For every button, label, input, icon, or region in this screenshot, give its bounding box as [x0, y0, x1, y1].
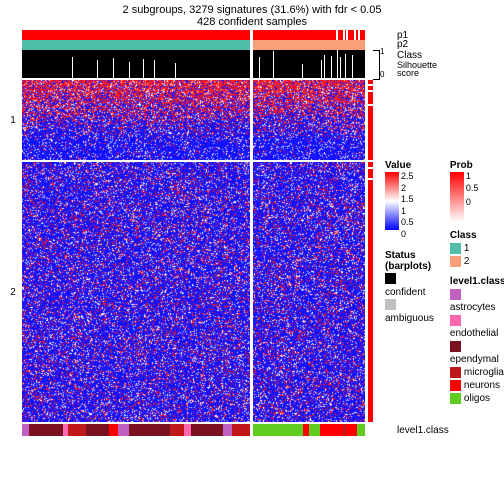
side-strip-g1	[368, 80, 373, 160]
p1-bar-group1	[22, 30, 250, 40]
heatmap-g1-col1	[22, 80, 250, 160]
legend-swatch	[450, 341, 461, 352]
title-line-1: 2 subgroups, 3279 signatures (31.6%) wit…	[4, 4, 500, 16]
legend-swatch	[450, 393, 461, 404]
prob-colorbar	[450, 172, 464, 222]
legend-swatch	[450, 380, 461, 391]
level1-anno-col2	[253, 424, 365, 436]
p2-bar-group2	[253, 40, 365, 50]
class-legend: Class 12	[450, 230, 504, 268]
level1-anno-col1	[22, 424, 250, 436]
class-silh-label: Class Silhouettescore	[395, 50, 500, 78]
prob-legend: Prob 1 0.5 0	[450, 160, 504, 222]
status-legend: Status (barplots) confidentambiguous	[385, 250, 434, 325]
value-legend: Value 2.521.510.50	[385, 160, 434, 242]
level1-legend: level1.class astrocytesendothelialependy…	[450, 276, 504, 405]
p2-bar-group1	[22, 40, 250, 50]
chart-title: 2 subgroups, 3279 signatures (31.6%) wit…	[4, 4, 500, 28]
heatmap-g1-col2	[253, 80, 365, 160]
level1-label: level1.class	[395, 424, 500, 436]
legend-swatch	[450, 289, 461, 300]
legend-swatch	[385, 273, 396, 284]
row-group-1-label: 1	[4, 80, 22, 160]
legend-swatch	[385, 299, 396, 310]
p2-class-label: p2	[395, 40, 500, 50]
legend-swatch	[450, 243, 461, 254]
legends-panel: Value 2.521.510.50 Status (barplots) con…	[385, 160, 504, 413]
legend-swatch	[450, 256, 461, 267]
side-strip-g2	[368, 162, 373, 422]
silhouette-group1	[22, 50, 250, 78]
value-colorbar	[385, 172, 399, 230]
legend-swatch	[450, 315, 461, 326]
legend-swatch	[450, 367, 461, 378]
silhouette-group2	[253, 50, 365, 78]
title-line-2: 428 confident samples	[4, 16, 500, 28]
heatmap-g2-col2	[253, 162, 365, 422]
p1-bar-group2	[253, 30, 365, 40]
p1-label: p1	[395, 30, 500, 40]
silhouette-scale: 1 0	[373, 50, 395, 78]
row-group-2-label: 2	[4, 162, 22, 422]
heatmap-g2-col1	[22, 162, 250, 422]
